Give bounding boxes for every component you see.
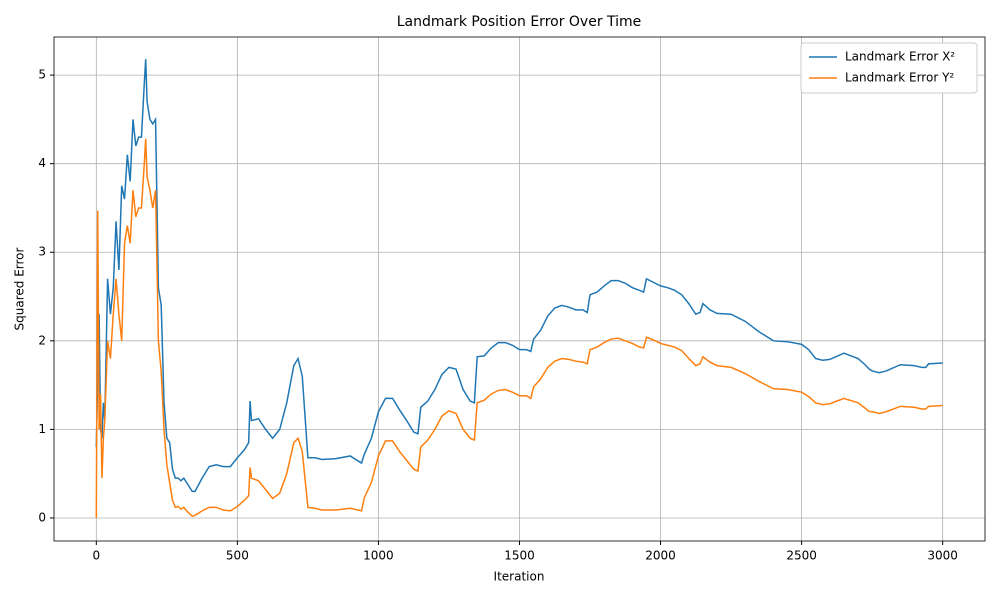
legend: Landmark Error X² Landmark Error Y² bbox=[800, 42, 978, 94]
x-tick-label: 2000 bbox=[645, 549, 676, 563]
y-axis-label: Squared Error bbox=[13, 247, 27, 330]
x-axis-label: Iteration bbox=[494, 570, 545, 584]
y-tick-label: 0 bbox=[38, 510, 46, 524]
legend-label: Landmark Error Y² bbox=[845, 71, 954, 85]
y-tick-label: 4 bbox=[38, 156, 46, 170]
y-tick-label: 5 bbox=[38, 68, 46, 82]
x-tick-label: 500 bbox=[226, 549, 249, 563]
x-tick-label: 3000 bbox=[927, 549, 958, 563]
plot-frame bbox=[53, 36, 986, 542]
y-tick-label: 2 bbox=[38, 333, 46, 347]
x-tick-label: 2500 bbox=[786, 549, 817, 563]
x-tick-label: 1500 bbox=[504, 549, 535, 563]
data-line bbox=[95, 138, 943, 518]
data-line bbox=[95, 59, 943, 493]
legend-label: Landmark Error X² bbox=[845, 50, 955, 64]
y-tick-label: 1 bbox=[38, 422, 46, 436]
legend-box bbox=[800, 42, 978, 94]
x-tick-label: 0 bbox=[92, 549, 100, 563]
x-tick-label: 1000 bbox=[363, 549, 394, 563]
chart-title: Landmark Position Error Over Time bbox=[397, 14, 642, 30]
y-tick-label: 3 bbox=[38, 245, 46, 259]
